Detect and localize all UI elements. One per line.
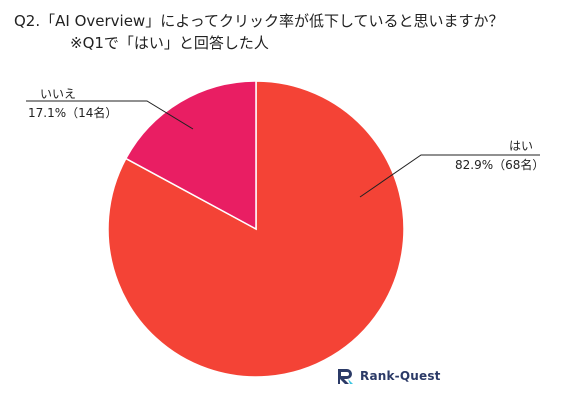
brand-logo: Rank-Quest bbox=[336, 367, 441, 385]
chart-subtitle: ※Q1で「はい」と回答した人 bbox=[70, 34, 269, 52]
leader-line-yes bbox=[359, 154, 540, 198]
chart-title-line1: Q2.「AI Overview」によってクリック率が低下していると思いますか？ bbox=[14, 12, 504, 30]
chart-title: Q2.「AI Overview」によってクリック率が低下していると思いますか？ … bbox=[14, 10, 504, 54]
leader-line-no bbox=[26, 100, 194, 130]
slice-label-no-name: いいえ bbox=[40, 87, 77, 101]
slice-label-yes-value: 82.9%（68名） bbox=[455, 158, 545, 172]
slice-label-yes-name: はい bbox=[509, 139, 534, 153]
brand-logo-text: Rank-Quest bbox=[360, 369, 441, 383]
rank-quest-logo-icon bbox=[338, 369, 353, 384]
pie-slice-no bbox=[124, 80, 257, 231]
slice-label-no-value: 17.1%（14名） bbox=[28, 106, 118, 120]
